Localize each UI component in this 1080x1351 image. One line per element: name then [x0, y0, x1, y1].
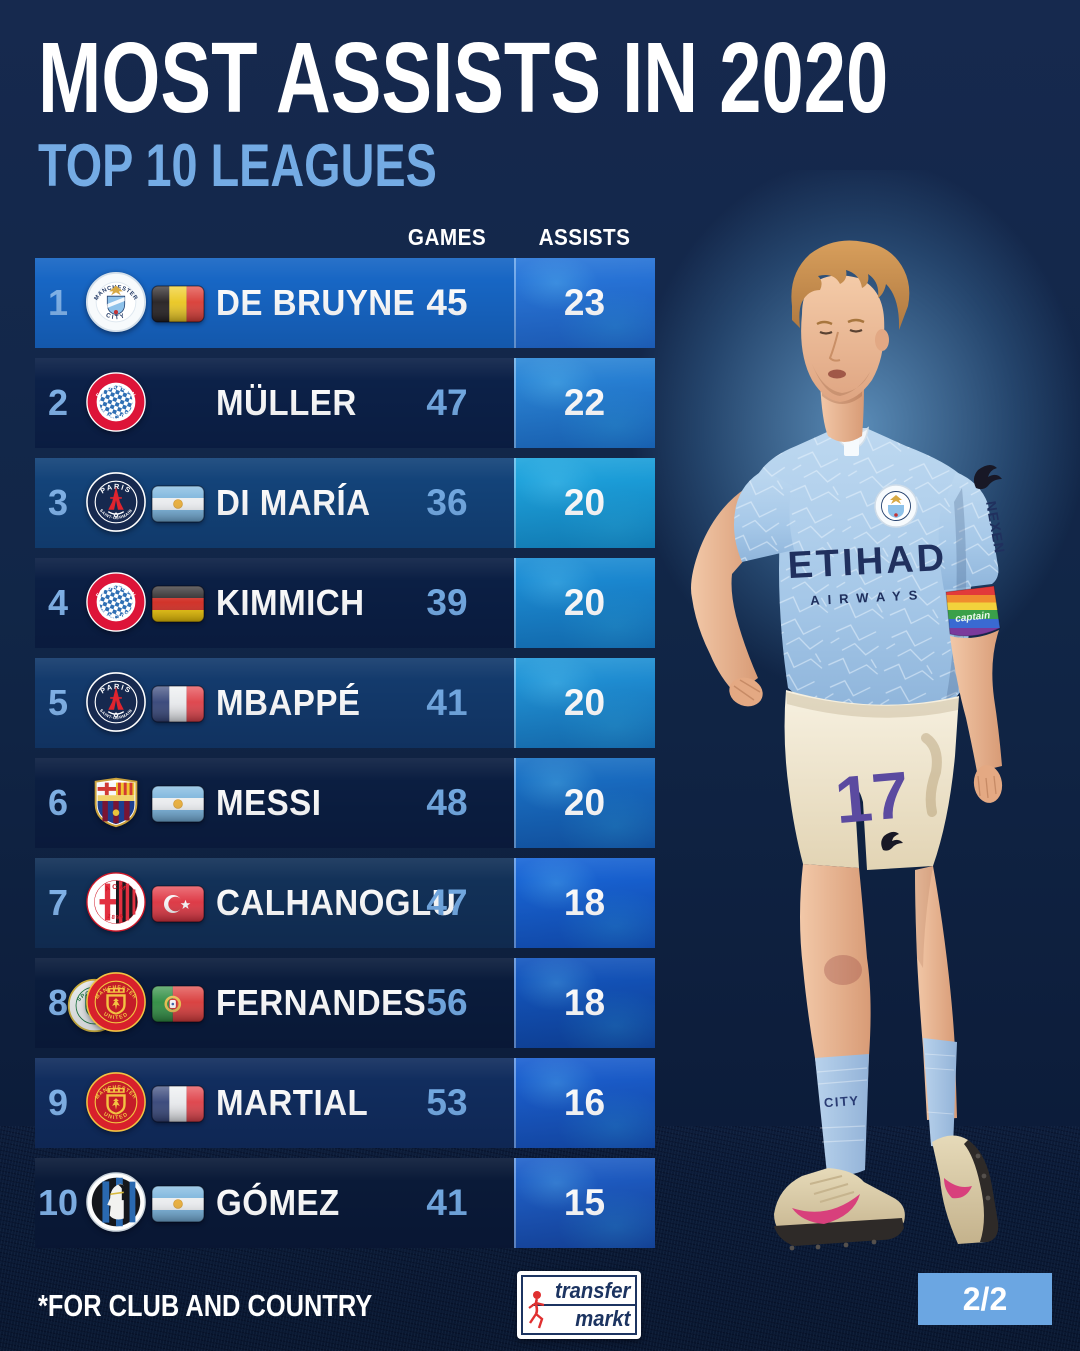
games-value: 45	[426, 282, 468, 323]
table-row: 9 MARTIAL 53 16	[35, 1058, 655, 1148]
table-row: 6 MESSI 48 20	[35, 758, 655, 848]
assists-value: 20	[563, 582, 606, 623]
flag-france-icon	[151, 1085, 205, 1123]
rank-label: 10	[37, 1182, 79, 1223]
table-row: 7 CALHANOGLU 47 18	[35, 858, 655, 948]
assists-column-header: ASSISTS	[538, 224, 631, 250]
assists-value: 18	[563, 882, 606, 923]
games-value: 53	[426, 1082, 468, 1123]
player-name: GÓMEZ	[216, 1182, 340, 1223]
games-column-header: GAMES	[407, 224, 487, 250]
assists-cell: 16	[514, 1058, 655, 1148]
flag-argentina-icon	[151, 785, 205, 823]
player-name: MÜLLER	[216, 382, 357, 423]
games-value: 41	[426, 682, 468, 723]
rank-label: 6	[47, 782, 69, 823]
table-row: 10 GÓMEZ 41 15	[35, 1158, 655, 1248]
assists-cell: 18	[514, 858, 655, 948]
logo-text-top: transfer	[531, 1278, 635, 1306]
rank-label: 5	[47, 682, 69, 723]
rank-label: 4	[47, 582, 69, 623]
sock-text: CITY	[823, 1093, 860, 1110]
club-badge-manchester-united-icon	[85, 1071, 147, 1133]
assists-cell: 20	[514, 458, 655, 548]
footnote: *FOR CLUB AND COUNTRY	[38, 1288, 373, 1323]
assists-cell: 23	[514, 258, 655, 348]
transfermarkt-logo: transfer markt	[517, 1271, 641, 1339]
logo-text-bottom: markt	[575, 1306, 631, 1331]
assists-cell: 22	[514, 358, 655, 448]
assists-value: 20	[563, 782, 606, 823]
assists-value: 22	[563, 382, 606, 423]
player-name: DI MARÍA	[216, 482, 371, 523]
club-badge-psg-icon	[85, 671, 147, 733]
rank-label: 1	[47, 282, 69, 323]
club-badge-bayern-munich-icon	[85, 571, 147, 633]
flag-turkey-icon	[151, 885, 205, 923]
logo-runner-icon	[528, 1291, 545, 1329]
flag-argentina-icon	[151, 1185, 205, 1223]
player-name: MESSI	[216, 782, 322, 823]
games-value: 56	[426, 982, 468, 1023]
assists-cell: 15	[514, 1158, 655, 1248]
player-name: FERNANDES	[216, 982, 427, 1023]
rank-label: 3	[47, 482, 69, 523]
flag-france-icon	[151, 685, 205, 723]
flag-portugal-icon	[151, 985, 205, 1023]
games-value: 47	[426, 382, 468, 423]
player-name: CALHANOGLU	[216, 882, 457, 923]
assists-value: 15	[563, 1182, 606, 1223]
club-badge-ac-milan-icon	[85, 871, 147, 933]
club-badge-psg-icon	[85, 471, 147, 533]
player-name: DE BRUYNE	[216, 282, 416, 323]
assists-cell: 18	[514, 958, 655, 1048]
table-row: 1 DE BRUYNE 45 23	[35, 258, 655, 348]
assists-cell: 20	[514, 758, 655, 848]
assists-value: 18	[563, 982, 606, 1023]
club-badge-atalanta-icon	[85, 1171, 147, 1233]
games-value: 36	[426, 482, 468, 523]
background-glow	[620, 170, 1080, 970]
ranking-table: 1 DE BRUYNE 45 23 2 MÜLLER 47 22 3 DI MA…	[35, 258, 655, 1258]
club-badge-barcelona-icon	[85, 771, 147, 833]
assists-value: 16	[563, 1082, 606, 1123]
flag-belgium-icon	[151, 285, 205, 323]
rank-label: 7	[47, 882, 69, 923]
player-name: MBAPPÉ	[216, 682, 361, 723]
player-name: MARTIAL	[216, 1082, 369, 1123]
club-badge-bayern-munich-icon	[85, 371, 147, 433]
games-value: 39	[426, 582, 468, 623]
games-value: 48	[426, 782, 468, 823]
page-subtitle: TOP 10 LEAGUES	[38, 132, 437, 199]
table-row: 4 KIMMICH 39 20	[35, 558, 655, 648]
table-row: 2 MÜLLER 47 22	[35, 358, 655, 448]
flag-argentina-icon	[151, 485, 205, 523]
assists-value: 20	[563, 682, 606, 723]
flag-germany-icon	[151, 585, 205, 623]
games-value: 41	[426, 1182, 468, 1223]
assists-value: 23	[563, 282, 606, 323]
rank-label: 9	[47, 1082, 69, 1123]
page-counter-badge: 2/2	[918, 1273, 1052, 1325]
table-row: 5 MBAPPÉ 41 20	[35, 658, 655, 748]
assists-value: 20	[563, 482, 606, 523]
club-badge-manchester-city-icon	[85, 271, 147, 333]
page-title: MOST ASSISTS IN 2020	[38, 22, 889, 134]
club-badge-manchester-united-icon	[85, 971, 147, 1033]
games-value: 47	[426, 882, 468, 923]
rank-label: 8	[47, 982, 69, 1023]
table-row: 8 FERNANDES 56 18	[35, 958, 655, 1048]
assists-cell: 20	[514, 558, 655, 648]
rank-label: 2	[47, 382, 69, 423]
player-name: KIMMICH	[216, 582, 365, 623]
table-row: 3 DI MARÍA 36 20	[35, 458, 655, 548]
assists-cell: 20	[514, 658, 655, 748]
